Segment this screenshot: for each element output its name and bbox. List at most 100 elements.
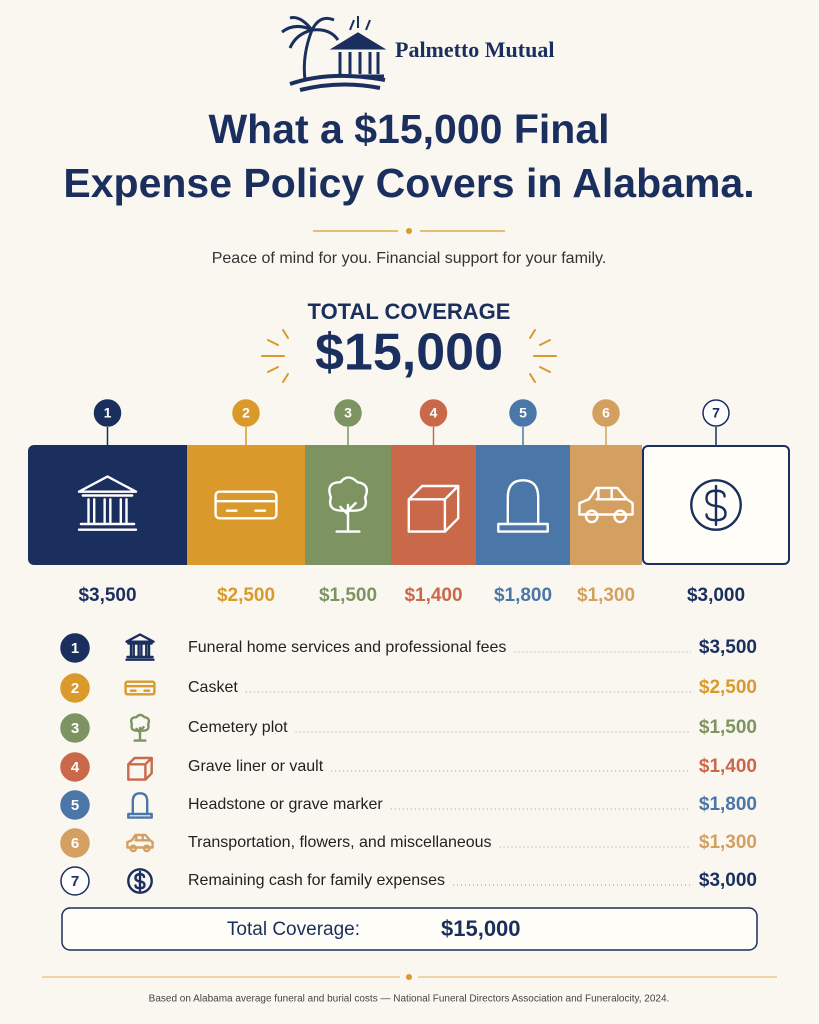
icon: [214, 490, 278, 520]
icon-part: [127, 756, 153, 781]
icon-part: [142, 844, 151, 853]
footnote: Based on Alabama average funeral and bur…: [149, 994, 670, 1005]
icon-part: [124, 680, 156, 696]
icon-part: [127, 868, 153, 894]
row-number: 5: [71, 797, 79, 814]
number-badge: [419, 399, 448, 427]
row-number: 7: [71, 873, 79, 890]
row-badge: [60, 790, 90, 820]
number-badge: [232, 399, 260, 427]
divider: [313, 228, 505, 234]
segment-amount: $1,500: [319, 585, 377, 606]
icon: [127, 868, 153, 894]
row-label: Casket: [188, 679, 238, 696]
icon: [77, 475, 138, 531]
title-line-1: What a $15,000 Final: [208, 106, 609, 152]
icon-part: [690, 479, 742, 531]
segment-amount: $3,000: [687, 585, 745, 606]
number-badge: [334, 399, 362, 427]
row-badge: [60, 866, 90, 896]
subtitle: Peace of mind for you. Financial support…: [212, 250, 607, 267]
icon-part: [584, 509, 599, 524]
row-badge: [60, 752, 90, 782]
icon: [328, 476, 368, 533]
bar-segment: [28, 445, 187, 565]
row-label: Grave liner or vault: [188, 758, 324, 775]
row-amount: $1,300: [699, 832, 757, 853]
icon: [127, 756, 153, 781]
row-label: Funeral home services and professional f…: [188, 639, 506, 656]
row-amount: $1,800: [699, 794, 757, 815]
row-badge: [60, 673, 90, 703]
badge-number: 1: [104, 405, 112, 421]
icon-part: [129, 713, 151, 742]
sun-rays: [261, 329, 557, 383]
badge-number: 4: [430, 405, 438, 421]
segment-amount: $1,400: [404, 585, 462, 606]
row-label: Cemetery plot: [188, 719, 288, 736]
row-amount: $3,500: [699, 637, 757, 658]
icon-part: [77, 475, 138, 531]
row-amount: $2,500: [699, 677, 757, 698]
total-amount: $15,000: [315, 324, 503, 382]
segment-amount: $1,800: [494, 585, 552, 606]
icon-part: [124, 685, 156, 692]
total-label: TOTAL COVERAGE: [308, 299, 511, 324]
summary-box: [61, 907, 758, 951]
segment-amount: $3,500: [78, 585, 136, 606]
icon: [578, 486, 634, 524]
brand-name: Palmetto Mutual: [395, 37, 554, 62]
row-number: 1: [71, 640, 79, 657]
icon-part: [613, 509, 628, 524]
row-badge: [60, 828, 90, 858]
row-number: 2: [71, 680, 79, 697]
badge-number: 3: [344, 405, 352, 421]
logo-icon: [281, 16, 387, 92]
badge-number: 2: [242, 405, 250, 421]
row-label: Remaining cash for family expenses: [188, 872, 445, 889]
icon-part: [705, 484, 727, 527]
icon: [129, 713, 151, 742]
icon-part: [125, 633, 155, 661]
summary-label: Total Coverage:: [227, 919, 360, 940]
icon: [497, 479, 549, 533]
icon-part: [126, 833, 154, 849]
row-number: 6: [71, 835, 79, 852]
icon-part: [328, 476, 368, 533]
title-line-2: Expense Policy Covers in Alabama.: [63, 160, 754, 206]
icon: [126, 833, 154, 853]
number-badge: [93, 399, 122, 427]
segment-amount: $2,500: [217, 585, 275, 606]
icon-part: [578, 486, 634, 516]
icon-part: [134, 870, 146, 892]
bar-segment: [476, 445, 570, 565]
icon: [127, 792, 153, 819]
bar-segment: [187, 445, 305, 565]
icon: [125, 633, 155, 661]
number-badge: [702, 399, 730, 427]
icon-part: [214, 499, 278, 512]
row-badge: [60, 633, 90, 663]
number-badge: [592, 399, 620, 427]
icon-part: [407, 484, 460, 533]
icon-part: [127, 792, 153, 819]
segment-amount: $1,300: [577, 585, 635, 606]
badge-number: 7: [712, 405, 720, 421]
badge-number: 6: [602, 405, 610, 421]
icon: [124, 680, 156, 696]
badge-number: 5: [519, 405, 527, 421]
bar-segment: [570, 445, 642, 565]
row-badge: [60, 713, 90, 743]
icon: [690, 479, 742, 531]
row-number: 4: [71, 759, 80, 776]
footer-divider: [42, 974, 777, 980]
row-amount: $1,500: [699, 717, 757, 738]
row-amount: $1,400: [699, 756, 757, 777]
icon-part: [129, 844, 138, 853]
row-amount: $3,000: [699, 870, 757, 891]
icon-part: [497, 479, 549, 533]
number-badge: [509, 399, 537, 427]
summary-amount: $15,000: [441, 916, 521, 941]
row-label: Headstone or grave marker: [188, 796, 383, 813]
